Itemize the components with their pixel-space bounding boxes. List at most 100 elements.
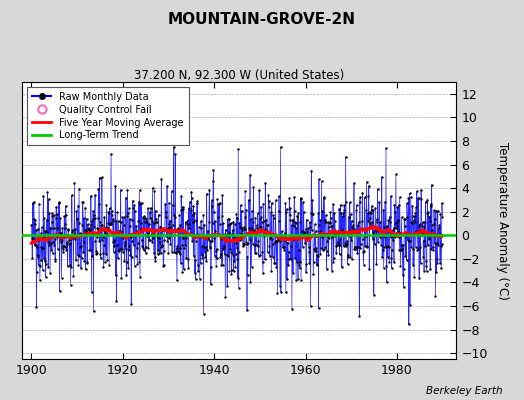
Point [70, 180, 79, 186]
Point [376, 219, 385, 226]
Point [291, 219, 300, 226]
Point [410, 217, 418, 224]
Point [217, 262, 226, 268]
Point [99, 234, 107, 240]
Point [354, 219, 363, 225]
Point [365, 183, 373, 189]
Point [171, 151, 180, 157]
Point [393, 218, 401, 225]
Point [264, 192, 272, 198]
Point [356, 245, 365, 252]
Point [110, 242, 118, 249]
Point [433, 208, 442, 214]
Point [65, 237, 73, 244]
Point [32, 304, 40, 311]
Point [60, 243, 68, 249]
Point [305, 260, 314, 266]
Point [57, 274, 66, 281]
Point [130, 202, 138, 208]
Point [438, 241, 446, 248]
Point [124, 242, 133, 249]
Point [336, 236, 344, 242]
Point [334, 242, 343, 249]
Point [259, 218, 268, 225]
Point [192, 200, 201, 207]
Point [297, 276, 305, 283]
Point [417, 196, 425, 202]
Point [404, 195, 412, 202]
Point [278, 228, 286, 234]
Point [344, 252, 352, 258]
Point [216, 254, 224, 260]
Point [373, 218, 381, 225]
Point [312, 248, 320, 254]
Point [36, 244, 45, 250]
Point [323, 248, 331, 254]
Point [215, 201, 223, 207]
Point [223, 216, 232, 222]
Point [391, 208, 399, 215]
Point [215, 200, 224, 206]
Point [59, 243, 67, 250]
Point [192, 217, 201, 223]
Point [137, 226, 145, 232]
Point [223, 251, 231, 258]
Point [427, 203, 435, 209]
Point [369, 206, 378, 213]
Point [180, 232, 189, 238]
Point [414, 246, 422, 252]
Point [173, 243, 181, 250]
Point [199, 212, 208, 218]
Point [184, 256, 192, 262]
Point [46, 225, 54, 232]
Point [377, 228, 386, 234]
Point [71, 226, 80, 232]
Point [401, 223, 409, 230]
Point [197, 224, 205, 231]
Point [247, 264, 256, 270]
Point [260, 226, 269, 232]
Point [53, 224, 61, 231]
Point [211, 252, 219, 259]
Point [266, 253, 274, 260]
Point [265, 198, 274, 205]
Point [294, 247, 303, 254]
Point [350, 226, 358, 232]
Point [122, 272, 130, 278]
Point [240, 241, 248, 248]
Point [39, 193, 48, 199]
Point [59, 246, 67, 252]
Point [305, 249, 313, 255]
Point [399, 242, 407, 248]
Point [150, 254, 159, 260]
Point [44, 264, 52, 270]
Point [376, 228, 385, 234]
Point [391, 225, 400, 231]
Point [238, 227, 246, 233]
Point [127, 301, 135, 307]
Point [100, 242, 108, 248]
Point [429, 244, 437, 250]
Point [185, 220, 194, 227]
Point [167, 227, 175, 234]
Point [210, 208, 218, 215]
Point [107, 220, 116, 226]
Point [292, 225, 301, 232]
Point [163, 238, 171, 245]
Point [289, 237, 297, 244]
Point [378, 229, 387, 236]
Point [304, 225, 312, 231]
Point [245, 196, 253, 203]
Point [178, 268, 187, 275]
Point [253, 242, 261, 249]
Point [329, 201, 337, 208]
Point [66, 241, 74, 248]
Point [239, 242, 247, 249]
Point [173, 248, 182, 255]
Point [309, 271, 318, 278]
Point [123, 259, 131, 265]
Point [232, 211, 241, 217]
Point [156, 239, 164, 245]
Point [261, 180, 269, 186]
Point [194, 268, 202, 275]
